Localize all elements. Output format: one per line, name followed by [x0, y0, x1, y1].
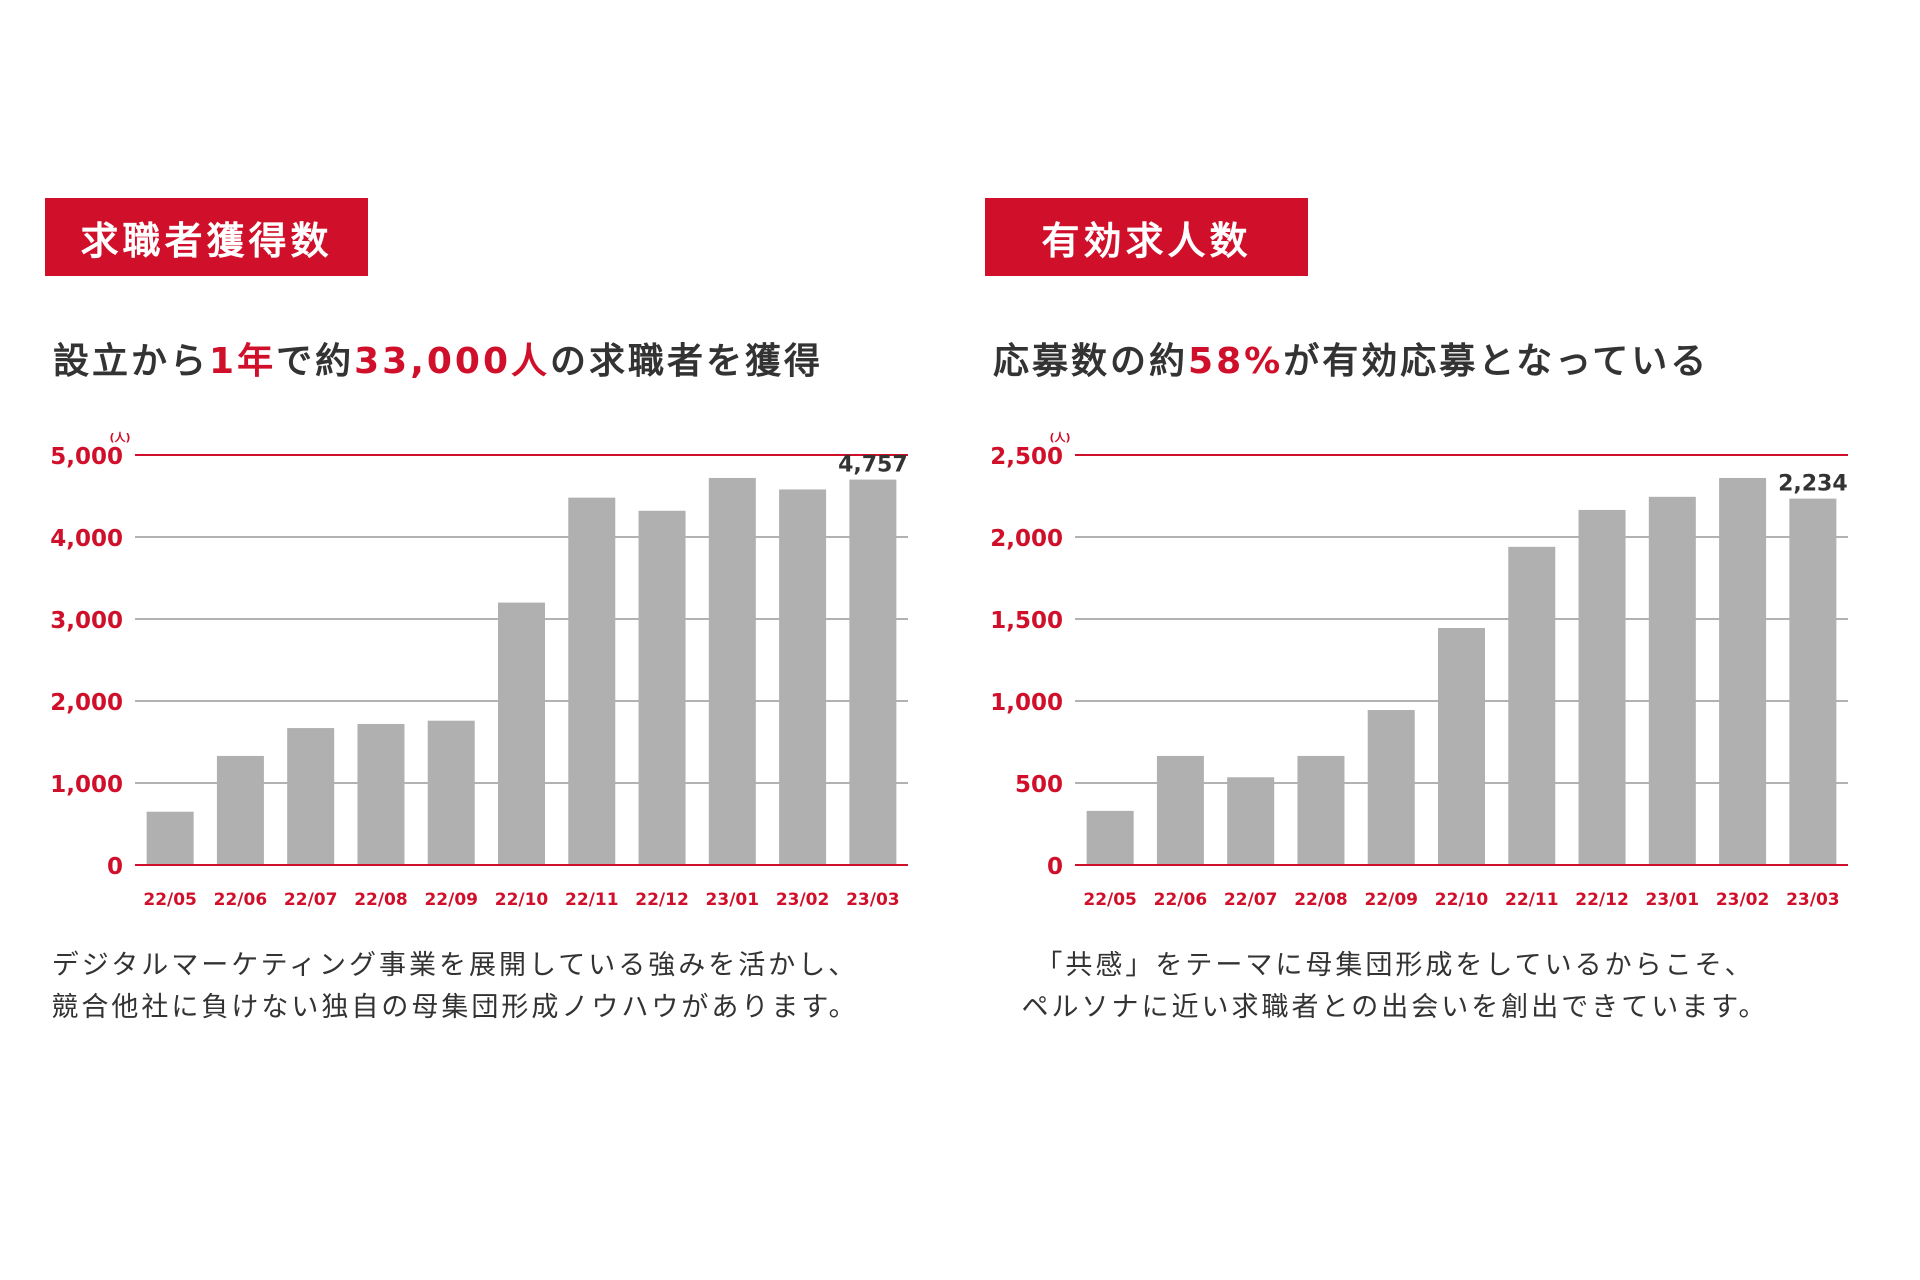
x-tick-label: 22/10 — [1435, 890, 1489, 910]
bar — [1719, 477, 1767, 865]
x-tick-label: 23/02 — [776, 890, 830, 910]
bar — [638, 510, 686, 865]
x-tick-label: 22/05 — [1083, 890, 1137, 910]
y-tick-label: 1,500 — [990, 608, 1063, 634]
right-description-line-1: 「共感」をテーマに母集団形成をしているからこそ、 — [1035, 950, 1755, 981]
x-tick-label: 22/12 — [635, 890, 689, 910]
bar — [1508, 546, 1556, 865]
y-tick-label: 5,000 — [50, 444, 123, 470]
y-tick-label: 0 — [107, 854, 123, 880]
left-headline-mid: で約 — [276, 341, 355, 382]
x-tick-label: 22/07 — [1224, 890, 1278, 910]
bar — [849, 479, 897, 865]
y-tick-label: 0 — [1047, 854, 1063, 880]
x-tick-label: 22/09 — [424, 890, 478, 910]
y-tick-label: 2,500 — [990, 444, 1063, 470]
y-unit-label: (人) — [1049, 430, 1070, 444]
bar — [779, 489, 827, 865]
left-headline-highlight-2: 33,000人 — [354, 341, 551, 382]
left-headline-pre: 設立から — [53, 341, 210, 382]
bar — [427, 720, 475, 865]
y-tick-label: 3,000 — [50, 608, 123, 634]
bar — [357, 723, 405, 865]
left-description-line-2: 競合他社に負けない独自の母集団形成ノウハウがあります。 — [51, 992, 859, 1023]
right-panel: 有効求人数 応募数の約58%が有効応募となっている (人) 0 500 1,000 1,… — [985, 0, 1885, 1280]
bar — [216, 755, 264, 865]
x-tick-label: 22/08 — [1294, 890, 1348, 910]
y-unit-label: (人) — [109, 430, 130, 444]
bar — [1438, 628, 1485, 865]
bar — [708, 477, 756, 865]
x-tick-label: 22/10 — [495, 890, 549, 910]
left-panel: 求職者獲得数 設立から1年で約33,000人の求職者を獲得 (人) 0 1,000 2… — [45, 0, 945, 1280]
right-description: 「共感」をテーマに母集団形成をしているからこそ、 ペルソナに近い求職者との出会い… — [985, 945, 1805, 1029]
left-description-line-1: デジタルマーケティング事業を展開している強みを活かし、 — [51, 950, 859, 981]
last-value-annotation: 4,757 — [838, 453, 908, 478]
x-tick-label: 23/03 — [846, 890, 900, 910]
bar — [1086, 810, 1134, 865]
x-tick-label: 23/02 — [1716, 890, 1770, 910]
bar — [1648, 496, 1696, 865]
bar — [498, 602, 545, 865]
x-tick-label: 22/09 — [1364, 890, 1418, 910]
last-value-annotation: 2,234 — [1778, 472, 1848, 497]
left-headline-post: の求職者を獲得 — [550, 341, 824, 382]
x-tick-label: 22/12 — [1575, 890, 1629, 910]
right-section-badge: 有効求人数 — [985, 198, 1308, 276]
bar — [1367, 710, 1415, 865]
y-tick-label: 2,000 — [50, 690, 123, 716]
left-headline: 設立から1年で約33,000人の求職者を獲得 — [53, 332, 823, 384]
y-tick-label: 1,000 — [50, 772, 123, 798]
right-bar-chart: (人) 0 500 1,000 1,500 2,000 2,500 22/05 22/06 22/… — [990, 430, 1848, 910]
x-tick-label: 22/11 — [1505, 890, 1559, 910]
bar — [146, 811, 194, 865]
x-tick-label: 22/08 — [354, 890, 408, 910]
x-tick-label: 23/01 — [706, 890, 760, 910]
right-headline-pre: 応募数の約 — [993, 341, 1189, 382]
left-description: デジタルマーケティング事業を展開している強みを活かし、 競合他社に負けない独自の… — [45, 945, 865, 1029]
bar — [1789, 498, 1837, 865]
x-tick-label: 22/06 — [214, 890, 268, 910]
y-tick-label: 1,000 — [990, 690, 1063, 716]
bar — [287, 728, 335, 865]
y-tick-label: 500 — [1015, 772, 1063, 798]
bar — [1156, 755, 1204, 865]
left-section-badge: 求職者獲得数 — [45, 198, 368, 276]
right-headline: 応募数の約58%が有効応募となっている — [993, 332, 1709, 384]
bar — [568, 497, 616, 865]
y-tick-label: 2,000 — [990, 526, 1063, 552]
left-bar-chart: (人) 0 1,000 2,000 3,000 4,000 5,000 22/05 22/06 2… — [50, 430, 908, 910]
left-headline-highlight-1: 1年 — [209, 341, 277, 382]
x-tick-label: 22/06 — [1154, 890, 1208, 910]
right-headline-post: が有効応募となっている — [1283, 341, 1710, 382]
x-tick-label: 23/01 — [1646, 890, 1700, 910]
x-tick-label: 22/07 — [284, 890, 338, 910]
right-description-line-2: ペルソナに近い求職者との出会いを創出できています。 — [1021, 992, 1769, 1023]
bar — [1297, 755, 1345, 865]
right-headline-highlight: 58% — [1188, 341, 1284, 382]
x-tick-label: 23/03 — [1786, 890, 1840, 910]
y-tick-label: 4,000 — [50, 526, 123, 552]
bar — [1227, 777, 1275, 865]
x-tick-label: 22/11 — [565, 890, 619, 910]
bar — [1578, 509, 1626, 865]
x-tick-label: 22/05 — [143, 890, 197, 910]
